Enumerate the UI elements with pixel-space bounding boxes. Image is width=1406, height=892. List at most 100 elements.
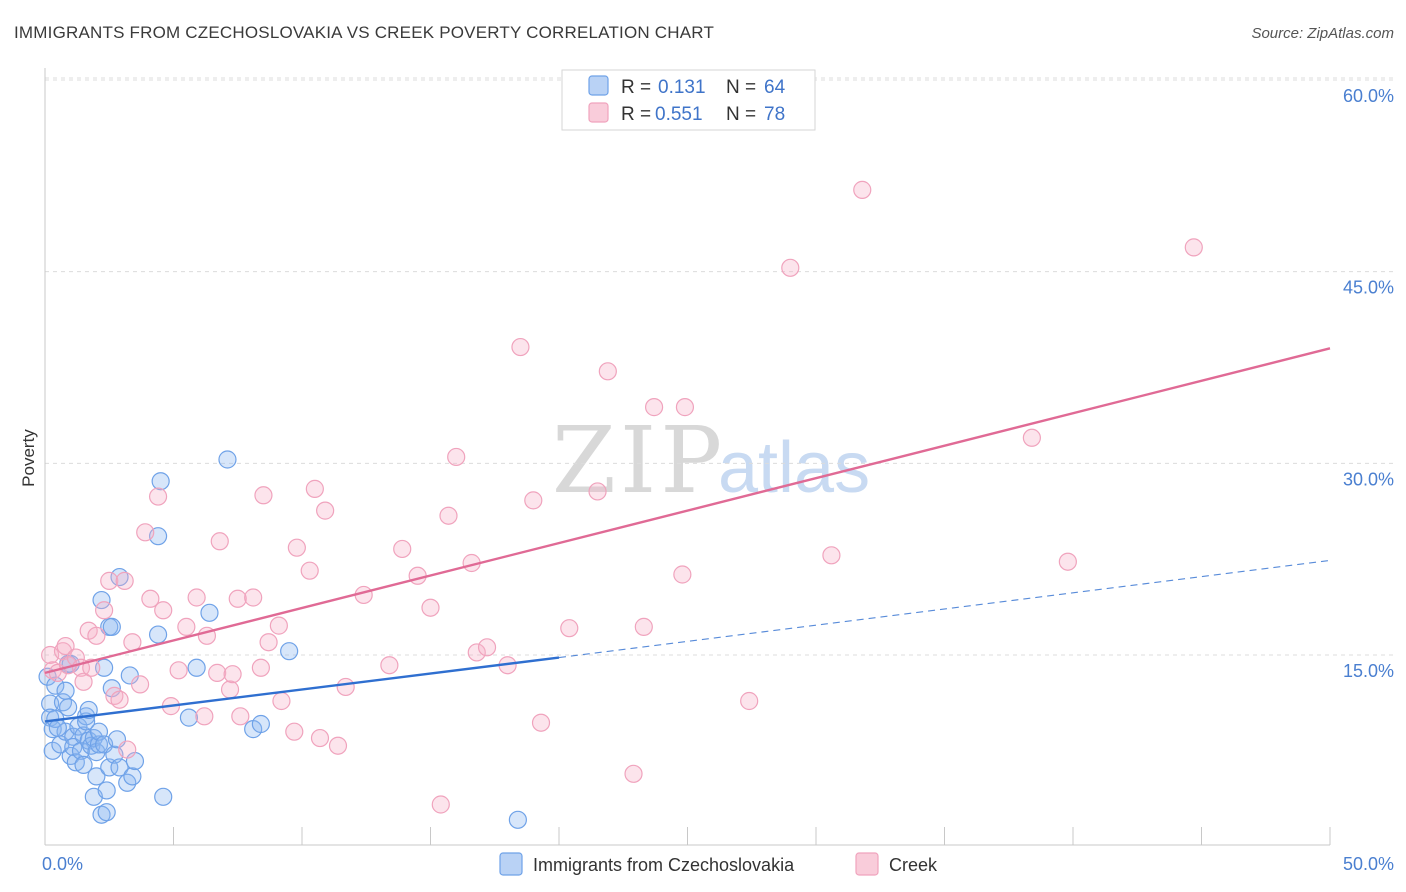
creek-point-74 [781, 258, 800, 277]
czech-point-47 [120, 666, 139, 685]
creek-point-22 [148, 487, 168, 506]
czech-point-56 [200, 603, 219, 622]
creek-point-33 [223, 665, 242, 684]
bottom-legend-swatch-czech [499, 852, 523, 876]
creek-point-47 [316, 501, 335, 520]
czech-point-37 [97, 803, 116, 822]
czech-point-54 [179, 708, 199, 727]
creek-point-26 [177, 617, 196, 636]
creek-point-44 [300, 561, 319, 580]
czech-point-36 [97, 781, 116, 800]
creek-point-63 [524, 491, 543, 510]
creek-point-45 [305, 479, 324, 498]
bottom-legend: Immigrants from Czechoslovakia Creek [499, 852, 938, 876]
czech-point-57 [218, 450, 237, 469]
creek-point-34 [228, 589, 247, 608]
bottom-legend-swatch-creek [855, 852, 879, 876]
creek-point-55 [431, 795, 450, 814]
creek-point-60 [477, 638, 497, 657]
creek-point-52 [393, 539, 412, 559]
x-tick-label-max: 50.0% [1343, 854, 1394, 874]
creek-point-13 [100, 571, 119, 590]
czech-point-61 [508, 810, 527, 829]
creek-point-76 [853, 180, 872, 199]
creek-point-10 [82, 658, 101, 677]
czech-point-52 [151, 472, 170, 491]
y-axis-title: Poverty [19, 429, 38, 487]
y-tick-labels: 15.0% 30.0% 45.0% 60.0% [1343, 86, 1394, 681]
creek-point-69 [634, 617, 653, 636]
czech-point-8 [53, 693, 73, 712]
y-tick-label-0: 15.0% [1343, 661, 1394, 681]
creek-point-77 [1022, 428, 1041, 447]
creek-point-78 [1058, 552, 1077, 571]
creek-point-12 [95, 601, 114, 620]
czech-point-45 [110, 758, 129, 777]
czech-point-18 [71, 741, 91, 760]
creek-point-75 [822, 546, 841, 565]
creek-point-15 [110, 690, 129, 709]
creek-point-32 [220, 680, 240, 699]
creek-point-57 [447, 447, 466, 467]
series-creek-points [41, 180, 1203, 814]
creek-point-79 [1184, 238, 1203, 257]
creek-point-70 [644, 398, 664, 417]
legend-n-label-czech: N = [726, 77, 756, 98]
creek-point-46 [310, 728, 330, 748]
chart-source: Source: ZipAtlas.com [1251, 25, 1394, 42]
creek-point-48 [328, 736, 348, 755]
creek-point-11 [87, 626, 106, 645]
legend-r-label-czech: R = [621, 77, 651, 98]
creek-point-72 [675, 398, 695, 417]
creek-point-17 [118, 740, 137, 759]
creek-point-36 [244, 588, 263, 607]
czech-point-11 [59, 698, 78, 717]
creek-point-4 [56, 636, 75, 656]
legend-swatch-czech [588, 75, 609, 96]
creek-point-43 [287, 538, 306, 557]
x-tick-labels: 0.0% 50.0% [42, 854, 1394, 874]
czech-point-62 [48, 718, 67, 737]
watermark-atlas: atlas [718, 428, 870, 508]
creek-point-67 [598, 362, 617, 381]
watermark: ZIP atlas [552, 407, 870, 514]
trend-lines [44, 347, 1331, 723]
czech-point-48 [123, 767, 142, 786]
creek-point-35 [231, 707, 250, 726]
series-czech-points [38, 450, 527, 829]
czech-point-51 [148, 625, 168, 644]
legend-n-value-creek: 78 [764, 104, 785, 125]
creek-point-38 [254, 486, 273, 505]
creek-point-19 [130, 675, 150, 694]
creek-point-71 [673, 565, 692, 584]
creek-point-66 [588, 482, 607, 501]
legend-r-value-creek: 0.551 [655, 104, 703, 125]
creek-point-21 [141, 589, 160, 608]
creek-point-59 [467, 643, 486, 662]
czech-point-60 [280, 642, 299, 661]
top-legend: R = 0.131 N = 64 R = 0.551 N = 78 [561, 69, 816, 131]
creek-point-49 [336, 677, 355, 697]
czech-point-40 [102, 617, 121, 636]
czech-point-9 [56, 681, 75, 700]
czech-point-55 [187, 658, 206, 677]
creek-point-51 [380, 656, 399, 675]
czech-point-29 [87, 767, 106, 786]
czech-point-20 [74, 755, 93, 774]
creek-point-65 [560, 619, 579, 638]
creek-point-27 [187, 588, 206, 607]
creek-point-40 [269, 616, 288, 635]
creek-point-42 [285, 722, 304, 741]
y-tick-label-2: 45.0% [1343, 278, 1394, 298]
bottom-legend-label-czech: Immigrants from Czechoslovakia [533, 855, 795, 875]
creek-point-28 [195, 707, 214, 726]
creek-point-20 [136, 523, 155, 542]
creek-point-64 [531, 713, 551, 732]
czech-point-59 [251, 714, 270, 734]
creek-point-23 [154, 601, 173, 620]
creek-point-68 [624, 764, 643, 783]
legend-n-value-czech: 64 [764, 77, 786, 98]
axes [44, 68, 1331, 846]
creek-point-30 [208, 663, 227, 682]
